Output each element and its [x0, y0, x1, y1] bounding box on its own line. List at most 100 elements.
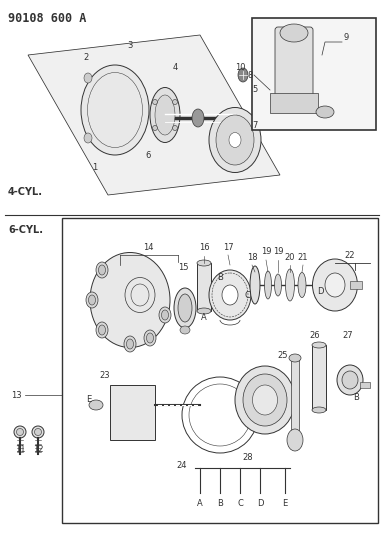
Text: 24: 24 — [177, 461, 187, 470]
Text: 21: 21 — [298, 254, 308, 262]
Circle shape — [35, 429, 41, 435]
Ellipse shape — [289, 354, 301, 362]
Ellipse shape — [280, 24, 308, 42]
Bar — [62, 218, 378, 523]
Ellipse shape — [174, 288, 196, 328]
Text: 12: 12 — [33, 446, 43, 455]
Text: 17: 17 — [223, 244, 233, 253]
Circle shape — [17, 429, 23, 435]
Text: 13: 13 — [12, 391, 22, 400]
Ellipse shape — [312, 407, 326, 413]
Ellipse shape — [209, 270, 251, 320]
Text: 14: 14 — [143, 244, 153, 253]
Bar — [270, 93, 318, 113]
Bar — [197, 263, 211, 311]
Ellipse shape — [150, 87, 180, 142]
Ellipse shape — [162, 310, 169, 320]
Text: B: B — [353, 393, 359, 402]
Text: 22: 22 — [345, 251, 355, 260]
Text: 6-CYL.: 6-CYL. — [8, 225, 43, 235]
Circle shape — [152, 125, 157, 131]
Ellipse shape — [197, 260, 211, 266]
Bar — [110, 385, 155, 440]
Ellipse shape — [126, 339, 134, 349]
Text: 1: 1 — [93, 163, 98, 172]
Bar — [350, 281, 362, 289]
Text: 16: 16 — [199, 244, 209, 253]
Text: 90108 600 A: 90108 600 A — [8, 12, 86, 25]
Ellipse shape — [250, 266, 260, 304]
Bar — [252, 18, 376, 130]
FancyBboxPatch shape — [275, 27, 313, 98]
Ellipse shape — [253, 385, 278, 415]
Ellipse shape — [96, 262, 108, 278]
Text: 7: 7 — [252, 120, 258, 130]
Text: 27: 27 — [343, 330, 353, 340]
Ellipse shape — [243, 374, 287, 426]
Text: 3: 3 — [127, 41, 133, 50]
Circle shape — [14, 426, 26, 438]
Text: D: D — [257, 498, 263, 507]
Text: 8: 8 — [247, 70, 253, 79]
Ellipse shape — [275, 274, 281, 296]
Ellipse shape — [124, 336, 136, 352]
Text: 4: 4 — [172, 63, 178, 72]
Circle shape — [32, 426, 44, 438]
Text: 20: 20 — [285, 254, 295, 262]
Text: 26: 26 — [310, 330, 320, 340]
Ellipse shape — [159, 307, 171, 323]
Ellipse shape — [216, 115, 254, 165]
Text: B: B — [217, 273, 223, 282]
Text: 6: 6 — [145, 150, 151, 159]
Text: 4-CYL.: 4-CYL. — [8, 187, 43, 197]
Ellipse shape — [192, 109, 204, 127]
Circle shape — [152, 100, 157, 104]
Ellipse shape — [197, 308, 211, 314]
Bar — [312, 345, 326, 410]
Ellipse shape — [325, 273, 345, 297]
Text: 23: 23 — [100, 370, 110, 379]
Text: A: A — [197, 498, 203, 507]
Text: E: E — [282, 498, 288, 507]
Text: 19: 19 — [273, 247, 283, 256]
Ellipse shape — [342, 371, 358, 389]
Circle shape — [172, 100, 177, 104]
Text: 11: 11 — [15, 446, 25, 455]
Ellipse shape — [180, 326, 190, 334]
Ellipse shape — [229, 133, 241, 148]
Ellipse shape — [313, 259, 358, 311]
Bar — [360, 382, 370, 388]
Ellipse shape — [147, 333, 154, 343]
Text: 5: 5 — [252, 85, 258, 93]
Ellipse shape — [337, 365, 363, 395]
Text: 25: 25 — [278, 351, 288, 359]
Ellipse shape — [84, 133, 92, 143]
Ellipse shape — [99, 265, 106, 275]
Text: E: E — [86, 395, 92, 405]
Text: 19: 19 — [261, 247, 271, 256]
Text: 28: 28 — [243, 454, 253, 463]
Ellipse shape — [312, 342, 326, 348]
Ellipse shape — [99, 325, 106, 335]
Ellipse shape — [178, 294, 192, 322]
Ellipse shape — [209, 108, 261, 173]
Text: C: C — [237, 498, 243, 507]
Ellipse shape — [265, 271, 271, 299]
Ellipse shape — [96, 322, 108, 338]
Ellipse shape — [222, 285, 238, 305]
Ellipse shape — [90, 253, 170, 348]
Text: 15: 15 — [178, 263, 188, 272]
Text: D: D — [317, 287, 323, 296]
Text: C: C — [244, 290, 250, 300]
Ellipse shape — [298, 272, 306, 297]
Text: 18: 18 — [247, 254, 257, 262]
Ellipse shape — [86, 292, 98, 308]
Text: 9: 9 — [343, 34, 349, 43]
Ellipse shape — [238, 68, 248, 82]
Ellipse shape — [285, 269, 295, 301]
Text: 10: 10 — [235, 62, 245, 71]
Text: A: A — [201, 313, 207, 322]
Ellipse shape — [84, 73, 92, 83]
Bar — [291, 360, 299, 440]
Ellipse shape — [155, 95, 175, 135]
